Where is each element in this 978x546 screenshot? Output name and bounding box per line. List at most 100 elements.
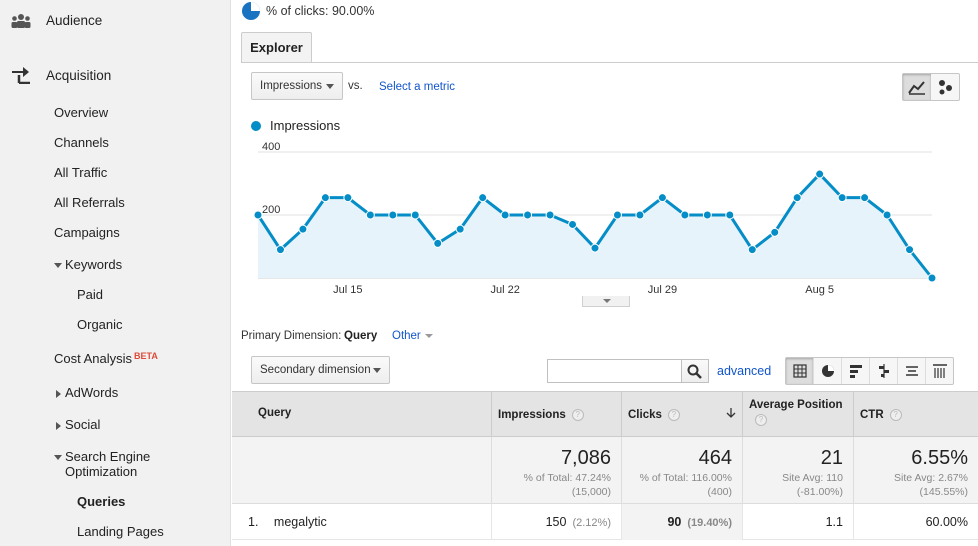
vs-label: vs. <box>348 80 363 92</box>
data-point <box>635 210 645 220</box>
primary-dimension-query[interactable]: Query <box>344 330 378 342</box>
help-icon[interactable]: ? <box>571 409 584 421</box>
data-point <box>590 243 600 253</box>
data-point <box>612 210 622 220</box>
audience-icon <box>11 14 31 28</box>
data-point <box>568 219 578 229</box>
x-tick-label: Jul 15 <box>333 284 362 296</box>
column-header-ctr[interactable]: CTR? <box>853 392 978 437</box>
secondary-dimension-dropdown[interactable]: Secondary dimension <box>251 356 390 384</box>
column-header-clicks[interactable]: Clicks? <box>621 392 742 437</box>
sidebar-item-channels[interactable]: Channels <box>54 135 109 150</box>
motion-chart-button[interactable] <box>932 74 960 100</box>
data-point <box>792 193 802 203</box>
table-row: 1. megalytic 150 (2.12%) 90 (19.40%) 1.1 6… <box>232 504 978 540</box>
select-metric-link[interactable]: Select a metric <box>379 81 456 93</box>
tab-divider <box>241 62 978 63</box>
advanced-filter-link[interactable]: advanced <box>717 364 772 378</box>
data-point <box>747 245 757 255</box>
pie-view-button[interactable] <box>814 358 842 384</box>
metric-dropdown[interactable]: Impressions <box>251 72 343 100</box>
chevron-down-icon <box>424 333 433 338</box>
data-point <box>905 245 915 255</box>
data-point <box>388 210 398 220</box>
data-point <box>478 193 488 203</box>
data-point <box>455 224 465 234</box>
sort-descending-icon <box>726 408 736 418</box>
pie-chart-icon <box>242 2 260 20</box>
data-point <box>860 193 870 203</box>
help-icon[interactable]: ? <box>667 409 680 421</box>
data-point <box>298 224 308 234</box>
data-point <box>927 273 936 283</box>
help-icon[interactable]: ? <box>889 409 902 421</box>
help-icon[interactable]: ? <box>755 414 767 426</box>
term-cloud-view-button[interactable] <box>898 358 926 384</box>
data-point <box>433 238 443 248</box>
row-clicks: 90 (19.40%) <box>621 504 742 540</box>
bar-list-icon <box>850 365 862 378</box>
data-point <box>815 169 825 179</box>
x-tick-label: Aug 5 <box>805 284 834 296</box>
table-view-toggle <box>785 357 954 385</box>
data-point <box>275 245 285 255</box>
bubble-chart-icon <box>939 80 952 95</box>
x-tick-label: Jul 29 <box>648 284 677 296</box>
sidebar: Audience Acquisition Overview Channels A… <box>0 0 231 546</box>
column-header-average-position[interactable]: Average Position ? <box>742 392 853 437</box>
x-tick-label: Jul 22 <box>490 284 519 296</box>
sidebar-item-all-referrals[interactable]: All Referrals <box>54 195 125 210</box>
series-legend-label: Impressions <box>270 118 341 133</box>
sidebar-item-campaigns[interactable]: Campaigns <box>54 225 120 240</box>
tab-explorer[interactable]: Explorer <box>241 32 312 63</box>
main-content: % of clicks: 90.00% Explorer Impressions… <box>232 0 978 546</box>
chevron-down-icon <box>373 368 381 373</box>
row-impressions: 150 (2.12%) <box>491 504 621 540</box>
sidebar-item-overview[interactable]: Overview <box>54 105 109 120</box>
data-view-button[interactable] <box>786 358 814 384</box>
comparison-icon <box>879 364 889 378</box>
row-query-link[interactable]: megalytic <box>273 515 327 529</box>
sidebar-item-seo[interactable]: Search Engine <box>54 449 150 464</box>
impressions-chart: 200 400 Jul 15 Jul 22 Jul 29 Aug 5 <box>253 141 936 296</box>
data-point <box>680 210 690 220</box>
sidebar-item-acquisition[interactable]: Acquisition <box>46 68 112 83</box>
primary-dimension-other[interactable]: Other <box>392 330 433 342</box>
sidebar-item-landing-pages[interactable]: Landing Pages <box>77 524 164 539</box>
data-point <box>365 210 375 220</box>
column-header-query[interactable]: Query <box>258 407 292 419</box>
chart-type-toggle <box>902 73 960 101</box>
sidebar-item-keywords[interactable]: Keywords <box>54 257 122 272</box>
comparison-view-button[interactable] <box>870 358 898 384</box>
sidebar-item-audience[interactable]: Audience <box>46 13 103 28</box>
table-search-button[interactable] <box>681 359 709 383</box>
chart-collapse-handle[interactable] <box>582 296 630 307</box>
table-search-input[interactable] <box>547 359 682 383</box>
expanded-caret-icon <box>54 263 62 269</box>
pivot-view-button[interactable] <box>926 358 954 384</box>
data-point <box>770 227 780 237</box>
collapsed-caret-icon <box>56 421 61 430</box>
term-cloud-icon <box>906 366 918 376</box>
sidebar-item-social[interactable]: Social <box>56 417 100 432</box>
data-point <box>702 210 712 220</box>
sidebar-item-adwords[interactable]: AdWords <box>56 385 118 400</box>
sidebar-item-organic[interactable]: Organic <box>77 317 123 332</box>
data-point <box>837 193 847 203</box>
data-point <box>882 210 892 220</box>
sidebar-item-all-traffic[interactable]: All Traffic <box>54 165 108 180</box>
sidebar-item-seo-line2: Optimization <box>65 464 138 479</box>
sidebar-item-paid[interactable]: Paid <box>77 287 104 302</box>
data-point <box>410 210 420 220</box>
performance-view-button[interactable] <box>842 358 870 384</box>
pie-icon <box>822 365 834 377</box>
data-point <box>343 193 353 203</box>
total-average-position: 21 Site Avg: 110 (-81.00%) <box>742 437 853 504</box>
line-chart-button[interactable] <box>903 74 931 100</box>
sidebar-item-queries[interactable]: Queries <box>77 494 126 509</box>
y-tick-label: 400 <box>262 141 280 153</box>
column-header-impressions[interactable]: Impressions? <box>491 392 621 437</box>
chevron-down-icon <box>326 84 334 89</box>
data-point <box>253 210 263 220</box>
sidebar-item-cost-analysis[interactable]: Cost Analysis BETA <box>54 351 158 366</box>
